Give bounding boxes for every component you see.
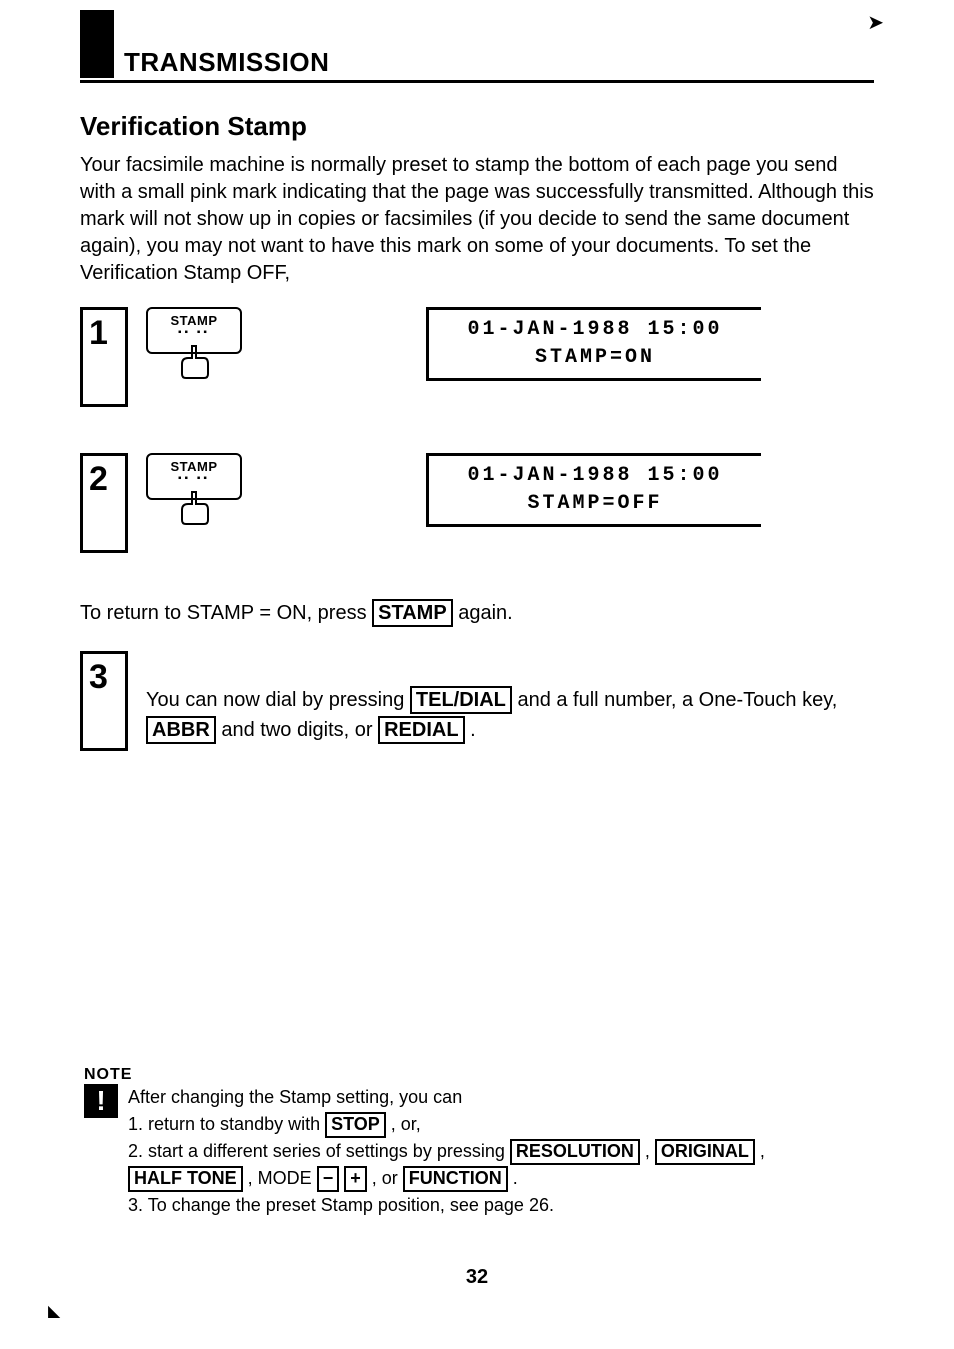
press-dots-icon: ▪▪ ▪▪ <box>148 330 240 336</box>
text: again. <box>453 602 513 624</box>
lcd-display: 01-JAN-1988 15:00 STAMP=ON <box>426 307 761 381</box>
plus-key: + <box>344 1166 367 1192</box>
step-instruction: You can now dial by pressing TEL/DIAL an… <box>146 651 874 745</box>
note-text: After changing the Stamp setting, you ca… <box>128 1084 765 1219</box>
step-row: 3 You can now dial by pressing TEL/DIAL … <box>80 651 874 761</box>
chapter-title: TRANSMISSION <box>124 47 329 78</box>
halftone-key: HALF TONE <box>128 1166 243 1192</box>
teldial-key: TEL/DIAL <box>410 686 512 714</box>
scan-mark-icon: ➤ <box>867 10 884 35</box>
note-block: NOTE ! After changing the Stamp setting,… <box>84 1066 874 1219</box>
stamp-key: STAMP <box>372 599 453 627</box>
note-line: 1. return to standby with STOP , or, <box>128 1111 765 1138</box>
press-dots-icon: ▪▪ ▪▪ <box>148 476 240 482</box>
text: To return to STAMP = ON, press <box>80 602 372 624</box>
redial-key: REDIAL <box>378 716 464 744</box>
step-row: 1 STAMP ▪▪ ▪▪ 01-JAN-1988 15:00 STAMP=ON <box>80 307 874 417</box>
original-key: ORIGINAL <box>655 1139 755 1165</box>
stamp-button-graphic: STAMP ▪▪ ▪▪ <box>146 307 242 354</box>
text: You can now dial by pressing <box>146 689 410 711</box>
chapter-tab-icon <box>80 10 114 78</box>
chapter-header: TRANSMISSION <box>80 40 874 83</box>
intro-paragraph: Your facsimile machine is normally prese… <box>80 152 874 287</box>
note-line: After changing the Stamp setting, you ca… <box>128 1084 765 1111</box>
step-number: 3 <box>80 651 128 751</box>
section-title: Verification Stamp <box>80 111 874 142</box>
page-number: 32 <box>0 1266 954 1289</box>
text: . <box>465 719 476 741</box>
step-number: 2 <box>80 453 128 553</box>
lcd-line: STAMP=OFF <box>445 490 745 518</box>
abbr-key: ABBR <box>146 716 216 744</box>
stop-key: STOP <box>325 1112 386 1138</box>
step-action: STAMP ▪▪ ▪▪ <box>146 453 426 500</box>
lcd-display: 01-JAN-1988 15:00 STAMP=OFF <box>426 453 761 527</box>
step-number: 1 <box>80 307 128 407</box>
manual-page: ➤ TRANSMISSION Verification Stamp Your f… <box>0 0 954 1349</box>
lcd-line: STAMP=ON <box>445 344 745 372</box>
text: and two digits, or <box>216 719 378 741</box>
note-label: NOTE <box>84 1066 874 1084</box>
scan-smudge-icon: ◣ <box>48 1301 60 1321</box>
resolution-key: RESOLUTION <box>510 1139 640 1165</box>
note-line: 3. To change the preset Stamp position, … <box>128 1192 765 1219</box>
lcd-line: 01-JAN-1988 15:00 <box>445 462 745 490</box>
step-action: STAMP ▪▪ ▪▪ <box>146 307 426 354</box>
function-key: FUNCTION <box>403 1166 508 1192</box>
text: and a full number, a One-Touch key, <box>512 689 837 711</box>
lcd-line: 01-JAN-1988 15:00 <box>445 316 745 344</box>
note-exclamation-icon: ! <box>84 1084 118 1118</box>
button-label: STAMP <box>148 459 240 474</box>
minus-key: − <box>317 1166 340 1192</box>
press-hand-icon <box>174 344 214 382</box>
button-label: STAMP <box>148 313 240 328</box>
note-line: HALF TONE , MODE − + , or FUNCTION . <box>128 1165 765 1192</box>
return-instruction: To return to STAMP = ON, press STAMP aga… <box>80 599 874 627</box>
press-hand-icon <box>174 490 214 528</box>
note-line: 2. start a different series of settings … <box>128 1138 765 1165</box>
step-row: 2 STAMP ▪▪ ▪▪ 01-JAN-1988 15:00 STAMP=OF… <box>80 453 874 563</box>
stamp-button-graphic: STAMP ▪▪ ▪▪ <box>146 453 242 500</box>
